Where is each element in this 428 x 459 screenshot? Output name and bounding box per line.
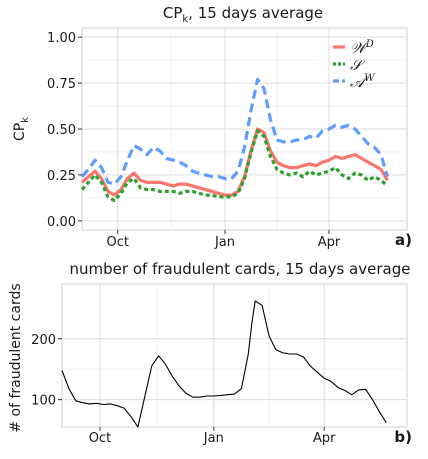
chart-fraud-cards-y-ticks: 100 200 — [31, 333, 62, 409]
chart-cpk-y-label: CPk — [12, 117, 31, 141]
chart-cpk-x-tick-label: Jan — [214, 235, 235, 250]
chart-cpk-y-tick-label: 0.50 — [47, 123, 76, 138]
chart-cpk-y-tick-label: 0.75 — [47, 77, 76, 92]
chart-fraud-cards-series-line-0 — [61, 300, 387, 428]
chart-cpk-series-line-1 — [80, 129, 389, 203]
chart-cpk-y-tick-label: 1.00 — [47, 31, 76, 46]
chart-fraud-cards-grid — [62, 284, 407, 427]
chart-cpk: CPk, 15 days average 0.00 0.25 0.50 0.75 1.0… — [12, 4, 412, 250]
chart-cpk-x-ticks: Oct Jan Apr — [107, 230, 341, 250]
chart-cpk-series-line-2 — [80, 77, 390, 186]
chart-cpk-y-tick-label: 0.25 — [47, 169, 76, 184]
chart-cpk-title: CPk, 15 days average — [163, 4, 323, 25]
chart-cpk-series-line-0 — [80, 127, 389, 197]
chart-fraud-cards-series — [61, 300, 387, 428]
chart-cpk-series — [80, 77, 390, 203]
chart-fraud-cards-y-tick-label: 100 — [31, 394, 56, 409]
chart-fraud-cards-plot-area — [61, 283, 408, 428]
chart-cpk-grid — [82, 28, 407, 230]
chart-fraud-cards-x-tick-label: Jan — [203, 431, 224, 446]
chart-cpk-panel-tag: a) — [395, 231, 412, 249]
chart-fraud-cards-panel-tag: b) — [394, 428, 412, 446]
chart-fraud-cards: number of fraudulent cards, 15 days aver… — [8, 260, 412, 446]
chart-cpk-y-tick-label: 0.00 — [47, 215, 76, 230]
chart-fraud-cards-x-tick-label: Apr — [313, 431, 336, 446]
chart-fraud-cards-title: number of fraudulent cards, 15 days aver… — [70, 260, 411, 278]
chart-fraud-cards-x-ticks: Oct Jan Apr — [89, 427, 336, 446]
chart-cpk-y-ticks: 0.00 0.25 0.50 0.75 1.00 — [47, 31, 82, 230]
chart-cpk-x-tick-label: Apr — [318, 235, 341, 250]
chart-cpk-x-tick-label: Oct — [107, 235, 129, 250]
legend-label-0: 𝒲D — [350, 39, 374, 57]
chart-fraud-cards-x-tick-label: Oct — [89, 431, 111, 446]
chart-fraud-cards-y-label: # of fraudulent cards — [8, 283, 24, 432]
chart-fraud-cards-y-tick-label: 200 — [31, 333, 56, 348]
